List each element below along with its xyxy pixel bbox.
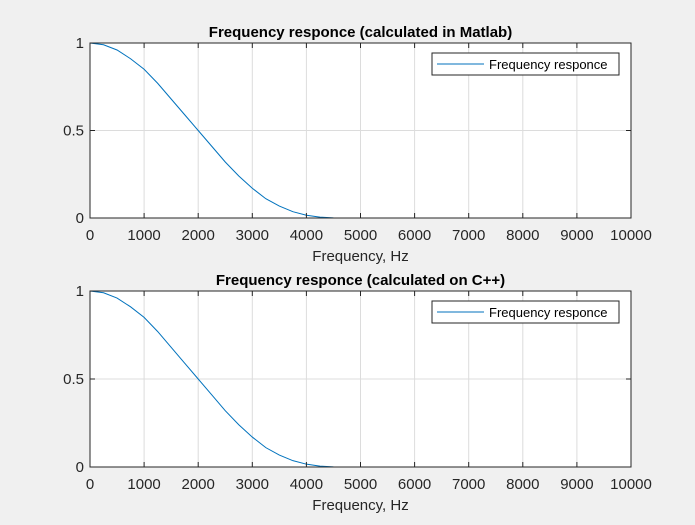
subplot-1: 0 1000 2000 3000 4000 5000 6000 7000 8000 9000 100… <box>63 24 652 265</box>
x-tick-label: 1000 <box>127 476 160 493</box>
y-tick-label: 0 <box>76 210 84 227</box>
x-tick-label: 3000 <box>236 227 269 244</box>
x-tick-label: 4000 <box>290 476 323 493</box>
chart-title: Frequency responce (calculated on C++) <box>216 272 505 289</box>
x-tick-label: 7000 <box>452 476 485 493</box>
subplot-2: 0 1000 2000 3000 4000 5000 6000 7000 8000 9000 100… <box>63 272 652 514</box>
x-tick-label: 9000 <box>560 476 593 493</box>
y-tick-label: 1 <box>76 283 84 300</box>
x-tick-label: 10000 <box>610 227 652 244</box>
subplots-group: 0 1000 2000 3000 4000 5000 6000 7000 8000 9000 100… <box>63 24 652 514</box>
x-axis-label: Frequency, Hz <box>312 248 408 265</box>
legend-box <box>431 300 620 324</box>
x-tick-label: 6000 <box>398 476 431 493</box>
y-tick-label: 0.5 <box>63 371 84 388</box>
x-tick-label: 6000 <box>398 227 431 244</box>
x-tick-label: 9000 <box>560 227 593 244</box>
x-tick-label: 3000 <box>236 476 269 493</box>
chart-title: Frequency responce (calculated in Matlab… <box>209 24 512 41</box>
y-tick-label: 1 <box>76 35 84 52</box>
y-tick-label: 0 <box>76 459 84 476</box>
x-tick-label: 4000 <box>290 227 323 244</box>
x-axis-label: Frequency, Hz <box>312 497 408 514</box>
x-tick-label: 7000 <box>452 227 485 244</box>
x-tick-label: 2000 <box>182 476 215 493</box>
legend: Frequency responce <box>431 52 620 76</box>
x-tick-label: 0 <box>86 476 94 493</box>
legend-box <box>431 52 620 76</box>
x-tick-label: 2000 <box>182 227 215 244</box>
x-tick-label: 10000 <box>610 476 652 493</box>
x-tick-label: 1000 <box>127 227 160 244</box>
y-tick-label: 0.5 <box>63 123 84 140</box>
x-tick-label: 8000 <box>506 227 539 244</box>
legend: Frequency responce <box>431 300 620 324</box>
x-tick-label: 8000 <box>506 476 539 493</box>
x-tick-label: 5000 <box>344 227 377 244</box>
legend-label: Frequency responce <box>489 57 608 72</box>
legend-label: Frequency responce <box>489 305 608 320</box>
x-tick-label: 0 <box>86 227 94 244</box>
x-tick-label: 5000 <box>344 476 377 493</box>
